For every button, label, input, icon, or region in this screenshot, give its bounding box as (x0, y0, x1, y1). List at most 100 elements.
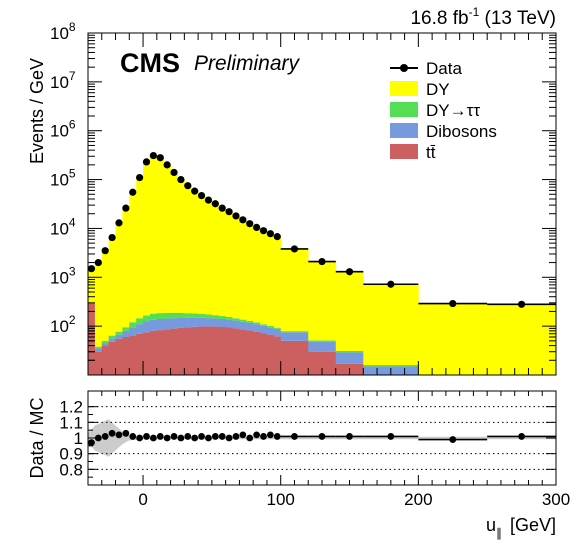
y-tick-label-0: 102 (50, 313, 76, 336)
bar-ttbar-26 (266, 334, 275, 375)
data-point-25 (259, 227, 268, 235)
bar-dy-0 (88, 268, 96, 303)
bar-dibosons-19 (218, 319, 227, 328)
x-tick-label-0: 0 (138, 490, 147, 509)
ratio-point-27 (273, 433, 281, 440)
y-tick-exp-5: 7 (69, 69, 76, 83)
data-point-16 (197, 191, 206, 200)
bar-dy-33 (487, 304, 557, 375)
bar-dy-25 (260, 230, 268, 325)
bar-dy-27 (273, 236, 282, 328)
data-point-12 (170, 168, 178, 177)
bar-dibosons-23 (246, 322, 254, 331)
bar-dytautau-21 (232, 318, 240, 321)
bar-dy-10 (156, 157, 165, 314)
legend: Data DY DY→ττ Dibosons tt̄ (390, 59, 497, 162)
bar-dy-26 (266, 233, 275, 326)
bar-dytautau-23 (246, 320, 254, 323)
ratio-point-1 (94, 434, 102, 442)
y-tick-label-2: 104 (50, 215, 76, 238)
bar-dytautau-22 (239, 319, 247, 322)
data-point-28 (290, 245, 299, 253)
preliminary-label: Preliminary (194, 52, 301, 75)
ratio-point-8 (143, 433, 150, 440)
data-point-27 (273, 233, 281, 241)
ratio-point-19 (218, 433, 226, 440)
bar-dibosons-24 (253, 324, 261, 332)
bar-dytautau-20 (225, 316, 233, 320)
x-tick-label-1: 100 (267, 490, 295, 509)
bar-dy-12 (170, 172, 178, 313)
bar-dibosons-8 (143, 321, 151, 333)
bar-dy-18 (211, 203, 220, 316)
data-point-15 (191, 187, 199, 195)
bar-ttbar-13 (177, 327, 185, 375)
bar-dibosons-20 (225, 319, 233, 328)
bar-dibosons-3 (108, 338, 116, 342)
ratio-y-tick-label-2: 1 (74, 429, 83, 448)
bar-ttbar-11 (163, 329, 171, 375)
x-tick-label-2: 200 (404, 490, 432, 509)
bar-dytautau-11 (163, 312, 171, 319)
data-point-23 (246, 220, 254, 228)
bar-dytautau-30 (335, 350, 364, 353)
x-axis-title-sub: ∥ (496, 526, 502, 540)
ratio-point-28 (291, 433, 298, 440)
data-point-24 (253, 223, 261, 231)
bar-dy-5 (122, 208, 130, 328)
stacked-histogram (88, 155, 557, 375)
main-y-axis-title: Events / GeV (27, 58, 47, 164)
data-point-0 (87, 265, 96, 273)
luminosity-label: 16.8 fb-1 (13 TeV) (410, 5, 556, 29)
bar-dibosons-5 (122, 330, 130, 337)
ratio-point-16 (198, 433, 205, 440)
ratio-point-6 (129, 433, 137, 440)
ratio-points (88, 429, 556, 447)
bar-dibosons-2 (101, 343, 110, 346)
data-point-14 (184, 182, 192, 190)
bar-dibosons-27 (273, 328, 282, 337)
data-point-31 (387, 280, 395, 288)
bar-dytautau-15 (191, 313, 199, 318)
y-tick-exp-4: 6 (69, 118, 76, 132)
data-point-30 (345, 268, 354, 276)
legend-label-4: tt̄ (426, 143, 436, 162)
bar-dy-29 (308, 261, 337, 341)
ratio-point-31 (387, 433, 395, 440)
ratio-point-15 (191, 434, 199, 442)
ratio-point-7 (136, 434, 144, 442)
ratio-y-tick-label-1: 0.9 (59, 445, 83, 464)
bar-dytautau-13 (177, 312, 185, 318)
ratio-point-12 (170, 433, 178, 440)
energy-label: (13 TeV) (479, 8, 556, 29)
y-tick-base-2: 10 (50, 219, 69, 238)
bar-dytautau-17 (205, 314, 213, 319)
ratio-point-33 (518, 433, 525, 440)
bar-ttbar-21 (232, 328, 240, 375)
bar-dytautau-2 (101, 340, 110, 344)
x-axis-title: u∥ [GeV] (486, 515, 556, 540)
ratio-point-26 (266, 431, 274, 439)
bar-dytautau-6 (129, 322, 137, 328)
y-tick-label-1: 103 (50, 264, 76, 287)
bar-ttbar-7 (136, 333, 144, 375)
bar-dy-31 (363, 284, 419, 366)
bar-dibosons-14 (184, 317, 192, 328)
ratio-point-5 (122, 429, 130, 437)
bar-ttbar-17 (205, 326, 213, 375)
bar-dibosons-12 (170, 318, 178, 329)
ratio-point-17 (205, 434, 212, 442)
ratio-x-axis: 0 100 200 300 (87, 391, 570, 509)
data-point-2 (101, 247, 109, 255)
bar-ttbar-29 (308, 351, 337, 375)
ratio-point-30 (346, 433, 353, 440)
bar-ttbar-12 (170, 328, 178, 375)
data-point-11 (163, 161, 171, 169)
bar-dytautau-19 (218, 316, 227, 320)
bar-dibosons-16 (198, 317, 206, 327)
bar-ttbar-20 (225, 327, 233, 375)
ratio-point-32 (449, 436, 457, 443)
y-tick-label-4: 106 (50, 118, 76, 141)
bar-dy-32 (418, 303, 488, 375)
